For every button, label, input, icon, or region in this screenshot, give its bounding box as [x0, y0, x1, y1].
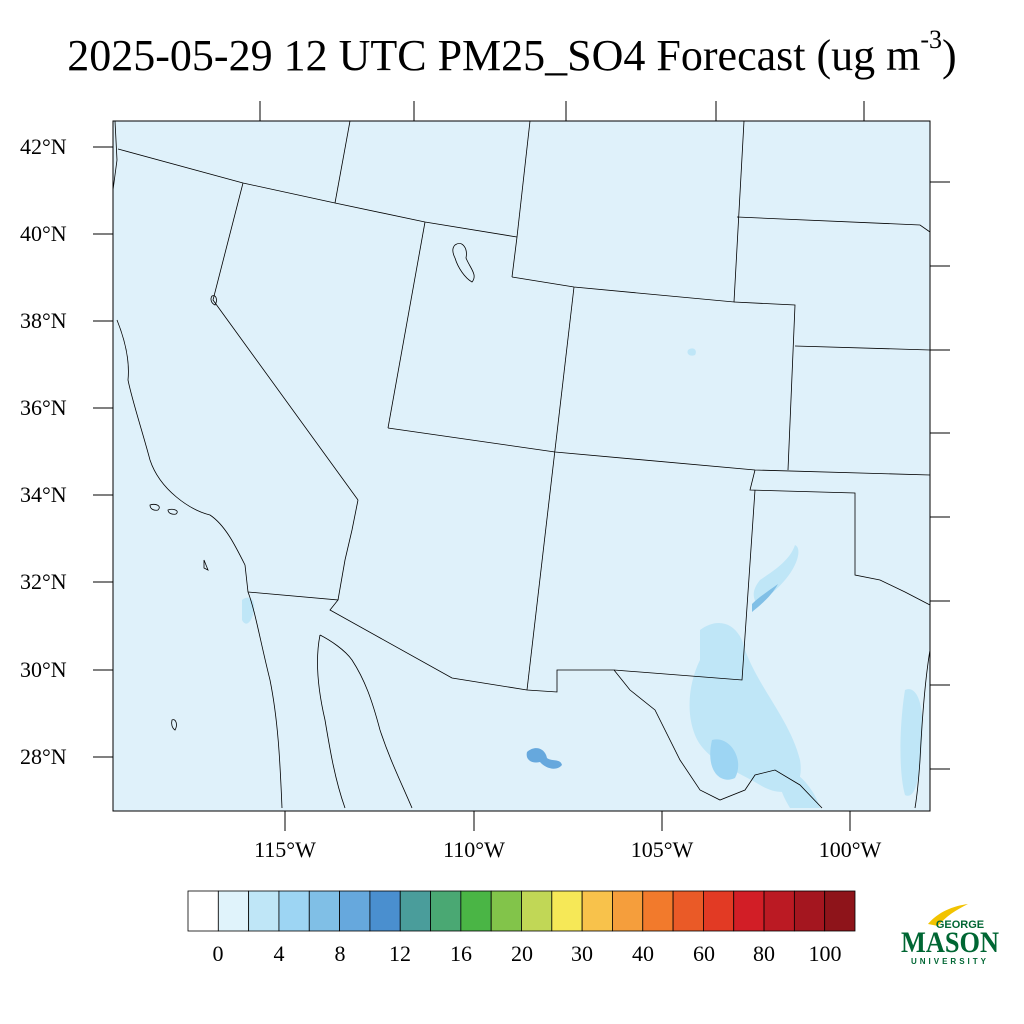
lat-label-38: 38°N [20, 308, 67, 333]
idaho-border [334, 120, 351, 204]
title-text: 2025-05-29 12 UTC PM25_SO4 Forecast (ug … [67, 31, 921, 80]
colorado-east [733, 301, 796, 471]
colorbar-swatch [399, 890, 431, 932]
concentration-area-sierra [753, 545, 799, 605]
colorbar-swatch [824, 890, 856, 932]
map-title: 2025-05-29 12 UTC PM25_SO4 Forecast (ug … [0, 25, 1024, 84]
nevada-north-east [212, 182, 359, 501]
lake-tahoe [210, 295, 217, 306]
island-4 [203, 559, 209, 571]
channel-island-2 [167, 508, 178, 515]
colorbar-swatch [642, 890, 674, 932]
arizona-north [387, 427, 931, 476]
wyoming-west [516, 120, 531, 238]
colorbar-swatch [278, 890, 310, 932]
colorbar-swatch [672, 890, 704, 932]
colorbar-swatch [369, 890, 401, 932]
colorbar [187, 890, 856, 932]
map-area [112, 120, 931, 812]
utah-border [387, 221, 426, 429]
colorbar-swatch [248, 890, 280, 932]
us-mexico-border [247, 591, 823, 809]
lat-label-36: 36°N [20, 395, 67, 420]
lon-label-105: 105°W [630, 837, 694, 862]
colorbar-swatch [581, 890, 613, 932]
boundaries [112, 120, 931, 809]
mexico-east-coast [914, 649, 931, 809]
colorbar-swatch [308, 890, 340, 932]
concentration-area-texas-inner [710, 739, 739, 780]
colorbar-label-30: 30 [571, 941, 593, 966]
lon-label-110: 110°W [443, 837, 505, 862]
title-close: ) [942, 31, 957, 80]
gulf-of-california-east [319, 634, 413, 809]
colorbar-swatch [793, 890, 826, 932]
axis-ticks [93, 101, 950, 831]
lakes-islands [149, 243, 475, 731]
four-corners-v [526, 286, 575, 691]
colorbar-swatch [339, 890, 371, 932]
lat-label-40: 40°N [20, 221, 67, 246]
logo-george: GEORGE [936, 919, 984, 931]
lat-label-32: 32°N [20, 569, 67, 594]
colorbar-label-4: 4 [273, 941, 285, 966]
baja-coast [247, 591, 283, 809]
logo-swoosh [928, 904, 968, 926]
colorbar-swatch [551, 890, 583, 932]
kansas-north [794, 345, 931, 351]
lat-label-42: 42°N [20, 134, 67, 159]
concentration-spot-colorado [687, 348, 696, 356]
island-3 [171, 719, 177, 731]
ca-az-border [337, 499, 359, 601]
concentration-area-gulf [778, 769, 820, 808]
concentration-area-streak [752, 584, 778, 612]
colorbar-label-12: 12 [389, 941, 411, 966]
colorbar-swatch [763, 890, 795, 932]
colorbar-label-80: 80 [753, 941, 775, 966]
utah-colorado [511, 236, 518, 278]
great-salt-lake [452, 243, 475, 283]
lat-label-30: 30°N [20, 657, 67, 682]
lon-label-115: 115°W [254, 837, 316, 862]
logo-mason: MASON [901, 926, 999, 959]
colorbar-label-20: 20 [511, 941, 533, 966]
oklahoma-panhandle [749, 469, 931, 606]
concentration-area-baja [242, 597, 255, 624]
colorbar-label-16: 16 [450, 941, 472, 966]
colorbar-swatch [430, 890, 462, 932]
california-coast [112, 120, 249, 593]
colorbar-label-40: 40 [632, 941, 654, 966]
colorbar-label-0: 0 [212, 941, 224, 966]
colorbar-swatch [217, 890, 250, 932]
concentration-area-east [900, 689, 923, 796]
george-mason-logo: GEORGE MASON UNIVERSITY [901, 904, 999, 966]
concentration-area-mexico [526, 748, 562, 769]
wyoming-south [511, 120, 745, 303]
lon-label-100: 100°W [818, 837, 882, 862]
nebraska-north [736, 216, 931, 233]
colorbar-swatch [187, 890, 219, 932]
colorbar-swatch [521, 890, 553, 932]
colorbar-label-60: 60 [693, 941, 715, 966]
lat-label-28: 28°N [20, 744, 67, 769]
channel-island-1 [149, 503, 160, 511]
title-exponent: -3 [920, 25, 943, 54]
colorbar-swatch [490, 890, 522, 932]
concentration-shading [242, 348, 923, 808]
colorbar-swatch [460, 890, 492, 932]
colorbar-swatch [733, 890, 765, 932]
nm-tx-border [613, 489, 756, 681]
colorbar-label-8: 8 [334, 941, 346, 966]
colorbar-label-100: 100 [808, 941, 842, 966]
baja-east [317, 634, 346, 809]
colorbar-swatch [703, 890, 735, 932]
logo-university: UNIVERSITY [911, 957, 989, 966]
lat-label-34: 34°N [20, 482, 67, 507]
colorbar-swatch [612, 890, 644, 932]
